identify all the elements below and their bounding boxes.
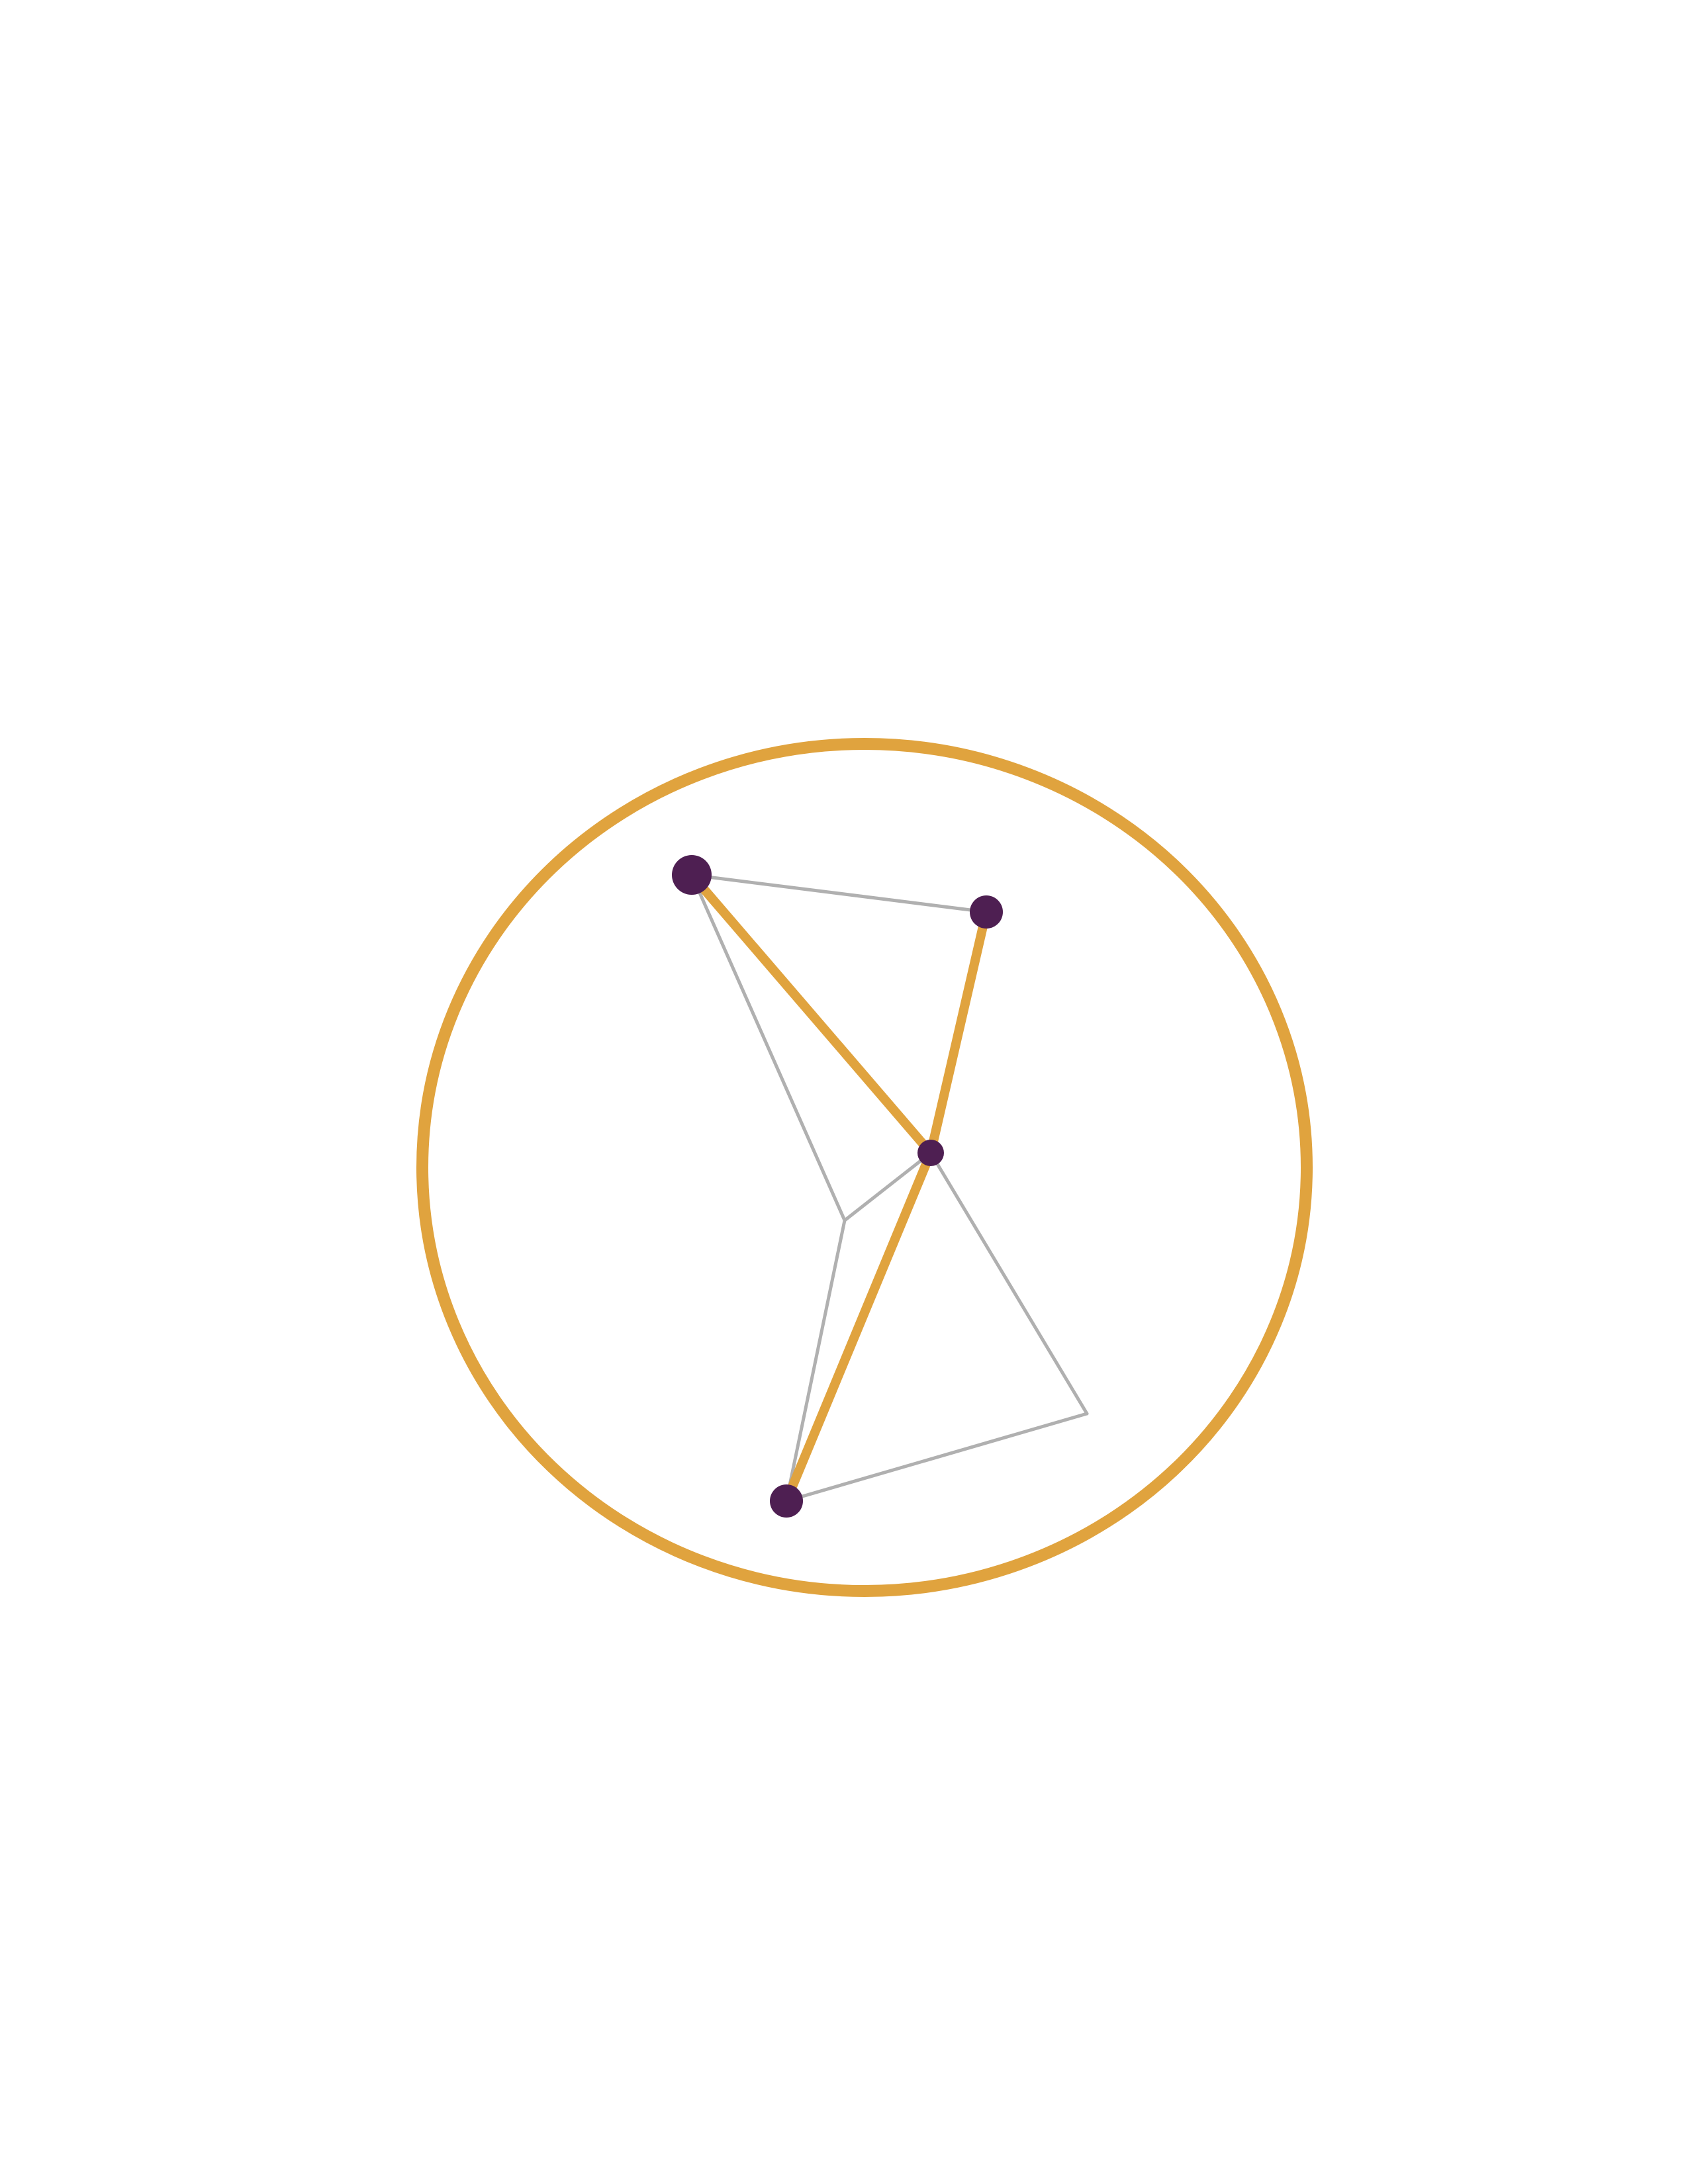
highlight-edge-a-c xyxy=(687,870,935,1158)
node-c xyxy=(917,1140,944,1166)
node-d xyxy=(770,1484,803,1518)
node-b xyxy=(970,895,1003,929)
thin-edge-e-c xyxy=(843,1151,933,1222)
highlight-edge-c-d xyxy=(782,1148,935,1506)
thin-edges xyxy=(690,873,1089,1503)
outer-ring xyxy=(416,738,1313,1597)
thin-edge-a-e xyxy=(690,873,847,1222)
node-a xyxy=(672,855,712,895)
thin-edge-f-d xyxy=(784,1412,1089,1503)
highlight-edges xyxy=(687,870,991,1506)
thin-edge-c-f xyxy=(929,1151,1089,1416)
thin-edge-a-b xyxy=(690,873,988,914)
thin-edge-e-d xyxy=(784,1218,847,1503)
nodes xyxy=(672,855,1003,1518)
highlight-edge-b-c xyxy=(926,907,991,1158)
